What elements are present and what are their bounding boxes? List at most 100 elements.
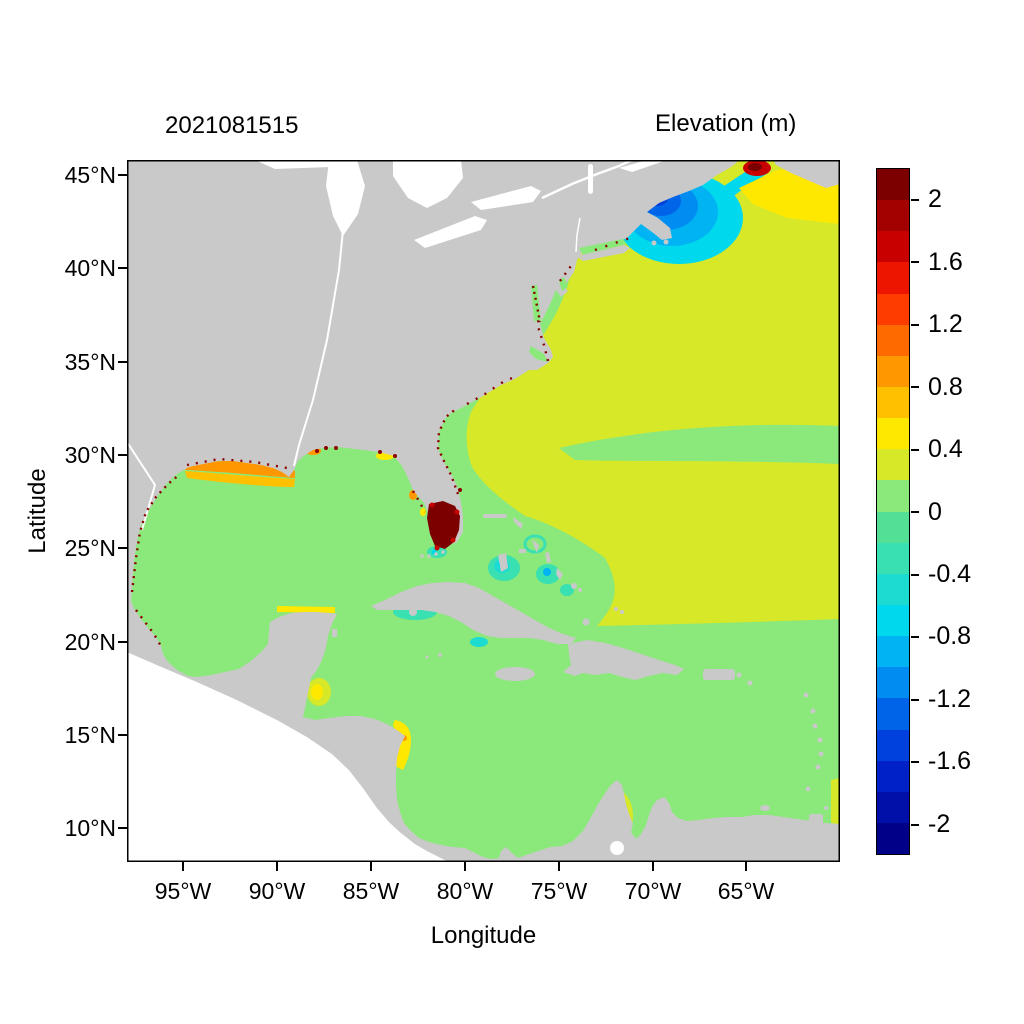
y-tick-mark	[118, 361, 127, 363]
atlantic-high-region	[466, 160, 840, 626]
inagua	[582, 618, 590, 626]
x-axis-label: Longitude	[430, 922, 537, 949]
map-plot	[127, 160, 840, 862]
florida-keys	[434, 552, 438, 556]
colorbar-segment	[877, 355, 909, 387]
colorbar-segment	[877, 791, 909, 823]
antigua	[803, 692, 809, 698]
y-tick-label: 30°N	[64, 442, 116, 468]
y-tick-mark	[118, 174, 127, 176]
acklins	[578, 588, 582, 592]
colorbar-tick	[911, 761, 919, 763]
colorbar-label: 0.4	[928, 435, 963, 463]
land-layer	[127, 160, 840, 862]
grenada	[805, 786, 811, 792]
y-tick-mark	[118, 827, 127, 829]
bahama-banks	[560, 584, 574, 596]
andros	[498, 553, 508, 572]
colorbar-segment	[877, 760, 909, 792]
colorbar-segment	[877, 200, 909, 232]
turks	[614, 607, 618, 611]
y-tick-mark	[118, 547, 127, 549]
long-island-sound	[579, 239, 627, 255]
cuba	[371, 582, 576, 644]
south-cuba-low	[470, 637, 488, 647]
tobago	[824, 806, 828, 810]
outside-domain	[127, 652, 449, 862]
carolina-speckles	[466, 373, 520, 406]
turks	[620, 610, 624, 614]
y-tick-label: 20°N	[64, 629, 116, 655]
colorbar-tick	[911, 261, 919, 263]
jamaica	[495, 667, 535, 681]
lake-superior	[255, 160, 339, 169]
guadeloupe	[810, 708, 816, 714]
gulf-of-honduras-high	[311, 684, 323, 700]
colorbar-segment	[877, 262, 909, 294]
y-tick-label: 25°N	[64, 535, 116, 561]
x-tick-mark	[558, 862, 560, 871]
x-tick-label: 65°W	[717, 878, 775, 904]
st-vincent	[815, 764, 821, 770]
hatteras-speckles	[536, 317, 550, 362]
cozumel	[332, 629, 337, 637]
colorbar-tick	[911, 199, 919, 201]
north-america-mainland	[127, 160, 840, 862]
colorbar-segment	[877, 698, 909, 730]
y-tick-label: 40°N	[64, 255, 116, 281]
colorbar-segment	[877, 449, 909, 481]
colorbar-label: -2	[928, 810, 951, 838]
colorbar-segment	[877, 324, 909, 356]
right-edge-high	[831, 778, 840, 828]
colorbar-tick	[911, 511, 919, 513]
grand-bahama	[483, 514, 507, 518]
nantucket	[663, 239, 669, 245]
colorbar-label: 2	[928, 185, 942, 213]
bahama-banks	[523, 534, 547, 554]
x-tick-mark	[182, 862, 184, 871]
marthas-vineyard	[651, 240, 657, 246]
colorbar-tick	[911, 636, 919, 638]
chesapeake-bay	[531, 285, 541, 322]
x-tick-label: 75°W	[530, 878, 588, 904]
colorbar-segment	[877, 231, 909, 263]
y-tick-mark	[118, 454, 127, 456]
isla-juventud	[409, 608, 417, 616]
cat-island	[545, 552, 551, 563]
long-island-bahamas	[556, 568, 563, 580]
y-tick-label: 35°N	[64, 349, 116, 375]
chesapeake-speckles	[531, 285, 542, 323]
yucatan-coast-surge	[277, 606, 335, 613]
st-croix	[747, 680, 753, 686]
martinique	[817, 737, 823, 743]
y-tick-label: 45°N	[64, 162, 116, 188]
florida-keys	[420, 554, 424, 558]
lake-huron	[393, 160, 463, 208]
colorbar-segment	[877, 542, 909, 574]
colorbar-segment	[877, 386, 909, 419]
florida-keys	[427, 554, 431, 558]
cayman	[438, 653, 442, 657]
new-providence	[519, 549, 526, 553]
coast-speck-dots	[315, 446, 462, 492]
hispaniola	[563, 640, 684, 680]
florida-bay-low	[427, 546, 447, 558]
y-tick-label: 10°N	[64, 815, 116, 841]
colorbar-label: 1.6	[928, 248, 963, 276]
margarita	[760, 805, 770, 811]
lake-erie	[414, 216, 487, 248]
puerto-rico	[703, 669, 735, 680]
colorbar-tick	[911, 574, 919, 576]
trinidad	[809, 814, 823, 827]
lake-champlain	[588, 164, 593, 194]
long-island	[577, 245, 630, 261]
colorbar-segment	[877, 604, 909, 637]
colorbar-label: 0.8	[928, 373, 963, 401]
lake-maracaibo	[610, 841, 624, 855]
colorbar-segment	[877, 573, 909, 605]
colorbar-tick	[911, 386, 919, 388]
bay-of-fundy-high	[748, 163, 762, 171]
timestamp-title: 2021081515	[165, 112, 299, 139]
mississippi-river	[293, 160, 350, 467]
